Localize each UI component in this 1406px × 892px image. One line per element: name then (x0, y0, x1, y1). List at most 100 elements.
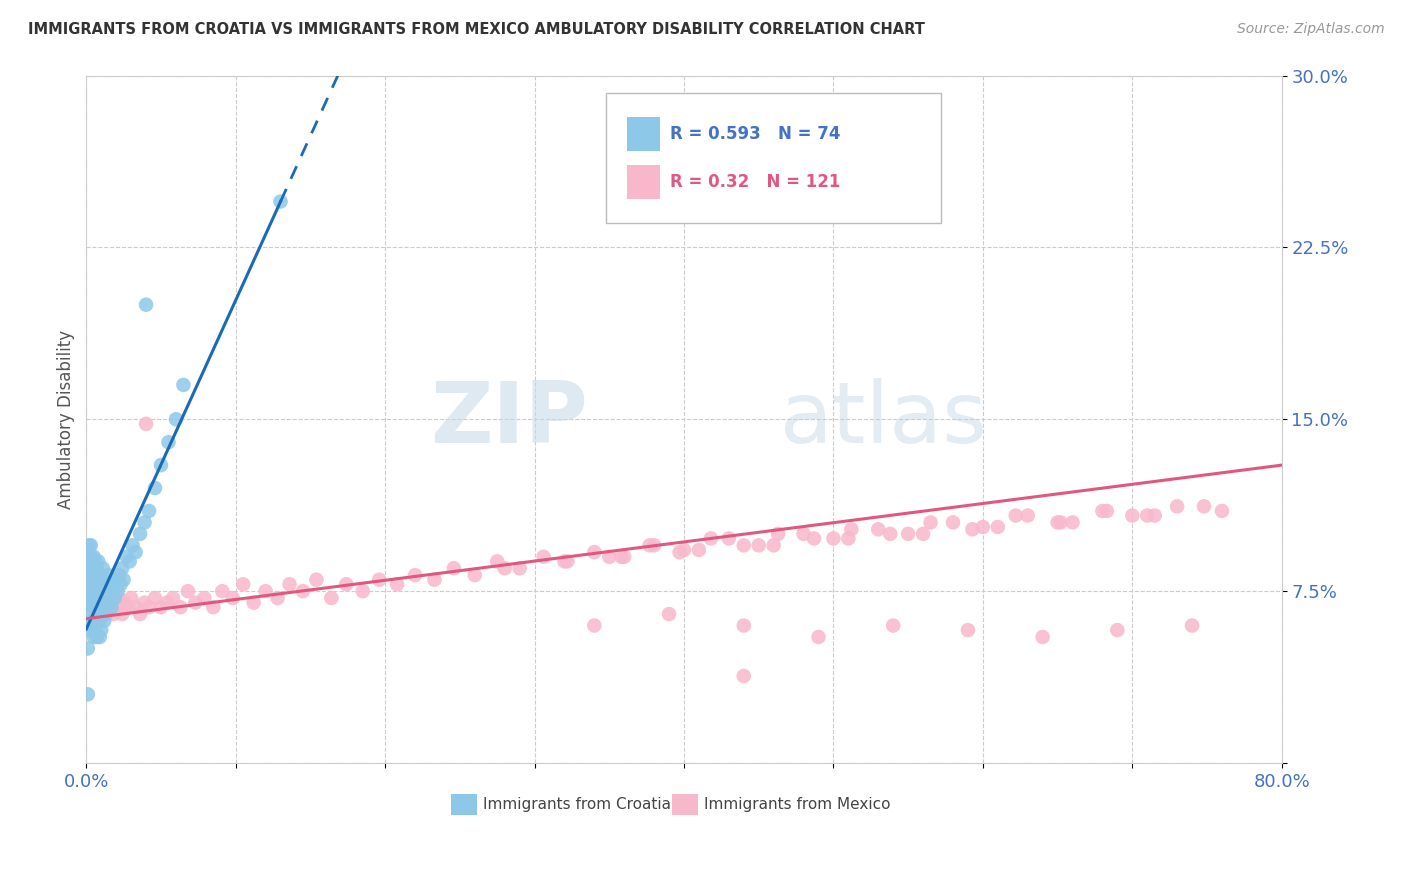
Point (117, 600, 139, 615)
Point (352, 584, 374, 599)
Point (1004, 508, 1026, 523)
Point (84, 591, 107, 605)
Point (129, 607, 152, 621)
Point (104, 591, 127, 605)
Point (733, 669, 755, 683)
Point (368, 573, 391, 587)
Point (94, 577, 117, 591)
Point (80, 549, 103, 564)
Point (1046, 516, 1069, 530)
Point (270, 194, 292, 209)
Point (1049, 516, 1071, 530)
Point (583, 618, 606, 632)
Point (613, 549, 636, 564)
Point (1143, 508, 1166, 523)
Point (254, 584, 277, 599)
Point (112, 573, 135, 587)
Point (82, 554, 104, 568)
Point (232, 577, 254, 591)
Point (1192, 500, 1215, 514)
Point (557, 554, 579, 568)
Text: R = 0.593   N = 74: R = 0.593 N = 74 (669, 125, 841, 143)
Point (583, 545, 606, 559)
Text: Immigrants from Mexico: Immigrants from Mexico (704, 797, 891, 812)
Point (77, 573, 100, 587)
Point (1211, 504, 1233, 518)
Point (80, 573, 103, 587)
Point (80, 549, 103, 564)
Point (89, 577, 111, 591)
Point (90, 600, 112, 615)
Point (118, 554, 141, 568)
Point (77, 600, 100, 615)
Point (803, 532, 825, 546)
Point (89, 577, 111, 591)
Point (1017, 508, 1039, 523)
Point (610, 549, 633, 564)
Point (87, 600, 110, 615)
Point (494, 561, 516, 575)
Point (807, 630, 830, 644)
Point (82, 561, 104, 575)
Point (82, 584, 104, 599)
Point (89, 614, 111, 628)
Point (1107, 623, 1129, 637)
Point (80, 538, 103, 552)
Point (533, 549, 555, 564)
Point (882, 618, 904, 632)
Point (150, 458, 173, 472)
Point (114, 596, 136, 610)
Point (120, 591, 142, 605)
Point (404, 568, 426, 582)
Bar (451, 794, 477, 814)
Point (94, 607, 117, 621)
Point (135, 298, 157, 312)
Point (335, 577, 357, 591)
Point (103, 577, 125, 591)
Point (1095, 504, 1118, 518)
Point (700, 532, 723, 546)
Point (972, 520, 994, 534)
Point (83, 568, 105, 582)
Point (89, 630, 111, 644)
Point (82, 591, 104, 605)
Point (222, 591, 245, 605)
Point (879, 527, 901, 541)
Text: IMMIGRANTS FROM CROATIA VS IMMIGRANTS FROM MEXICO AMBULATORY DISABILITY CORRELAT: IMMIGRANTS FROM CROATIA VS IMMIGRANTS FR… (28, 22, 925, 37)
Text: atlas: atlas (780, 378, 987, 461)
FancyBboxPatch shape (627, 165, 659, 199)
Point (80, 577, 103, 591)
Point (169, 600, 191, 615)
Point (91, 591, 114, 605)
Point (77, 561, 100, 575)
Point (84, 591, 107, 605)
Point (912, 527, 935, 541)
Point (103, 607, 125, 621)
Point (672, 542, 695, 557)
Point (668, 545, 690, 559)
Point (129, 527, 152, 541)
Point (211, 584, 233, 599)
Point (77, 591, 100, 605)
Point (868, 522, 890, 536)
Point (86, 630, 108, 644)
Point (86, 607, 108, 621)
Point (83, 618, 105, 632)
Point (897, 527, 920, 541)
Point (86, 561, 108, 575)
Point (90, 568, 112, 582)
Point (86, 577, 108, 591)
Point (762, 538, 785, 552)
Point (962, 522, 984, 536)
Text: R = 0.32   N = 121: R = 0.32 N = 121 (669, 173, 839, 191)
Point (464, 568, 486, 582)
Point (100, 591, 122, 605)
Point (162, 591, 184, 605)
Point (1181, 618, 1204, 632)
Point (96, 600, 118, 615)
Point (1032, 630, 1054, 644)
Point (82, 614, 104, 628)
Text: Immigrants from Croatia: Immigrants from Croatia (484, 797, 671, 812)
Point (80, 607, 103, 621)
Point (98, 600, 121, 615)
